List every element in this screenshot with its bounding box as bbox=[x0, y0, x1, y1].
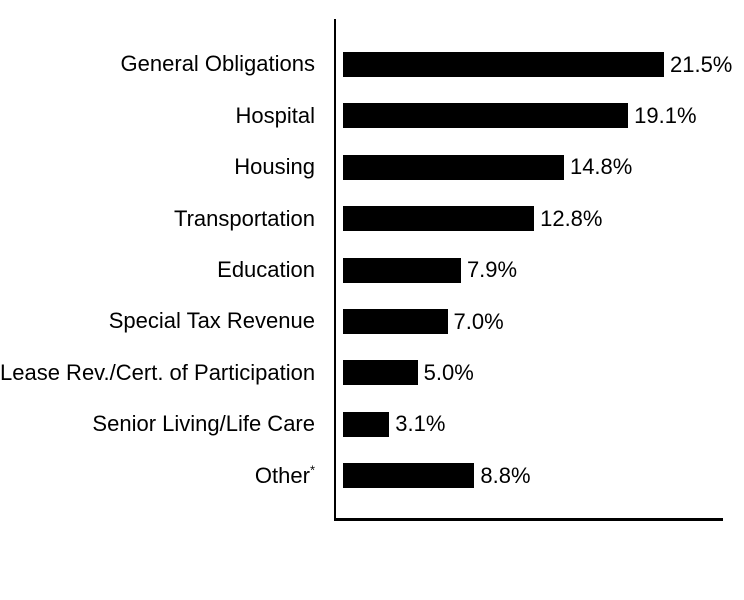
bar bbox=[343, 206, 535, 232]
bar bbox=[343, 52, 664, 77]
category-label: General Obligations bbox=[120, 51, 315, 77]
x-axis-line bbox=[334, 518, 723, 521]
value-label: 21.5% bbox=[669, 51, 733, 77]
category-label: Hospital bbox=[235, 102, 315, 128]
value-label: 12.8% bbox=[540, 205, 603, 231]
bar bbox=[343, 360, 418, 386]
bar-row: Special Tax Revenue 7.0% bbox=[0, 296, 744, 348]
bar bbox=[343, 411, 390, 437]
bar-row: Education 7.9% bbox=[0, 244, 744, 296]
bar bbox=[343, 103, 629, 129]
bar-row: Housing 14.8% bbox=[0, 141, 744, 193]
value-label: 7.9% bbox=[466, 257, 518, 283]
bar bbox=[343, 463, 475, 489]
value-label: 19.1% bbox=[634, 102, 697, 128]
bar-row: Other* 8.8% bbox=[0, 450, 744, 502]
bar-row: Lease Rev./Cert. of Participation 5.0% bbox=[0, 347, 744, 399]
footnote-asterisk: * bbox=[309, 462, 315, 478]
value-label: 14.8% bbox=[569, 154, 633, 180]
value-label: 8.8% bbox=[480, 462, 531, 488]
bar-row: General Obligations 21.5% bbox=[0, 39, 744, 91]
value-label: 5.0% bbox=[423, 359, 474, 385]
category-label: Senior Living/Life Care bbox=[92, 411, 315, 437]
category-label: Education bbox=[217, 257, 315, 282]
category-label: Housing bbox=[234, 154, 315, 180]
bar bbox=[343, 154, 564, 180]
bar-row: Transportation 12.8% bbox=[0, 193, 744, 245]
category-label: Special Tax Revenue bbox=[108, 308, 315, 334]
category-label: Lease Rev./Cert. of Participation bbox=[0, 359, 316, 385]
value-label: 7.0% bbox=[453, 308, 504, 334]
value-label: 3.1% bbox=[395, 411, 446, 437]
y-axis-line bbox=[334, 19, 336, 521]
bar-row: Hospital 19.1% bbox=[0, 90, 744, 142]
bar-row: Senior Living/Life Care 3.1% bbox=[0, 398, 744, 450]
category-label: Transportation bbox=[173, 205, 315, 231]
category-label: Other* bbox=[254, 462, 315, 488]
bar bbox=[343, 257, 461, 283]
bar bbox=[343, 309, 448, 334]
